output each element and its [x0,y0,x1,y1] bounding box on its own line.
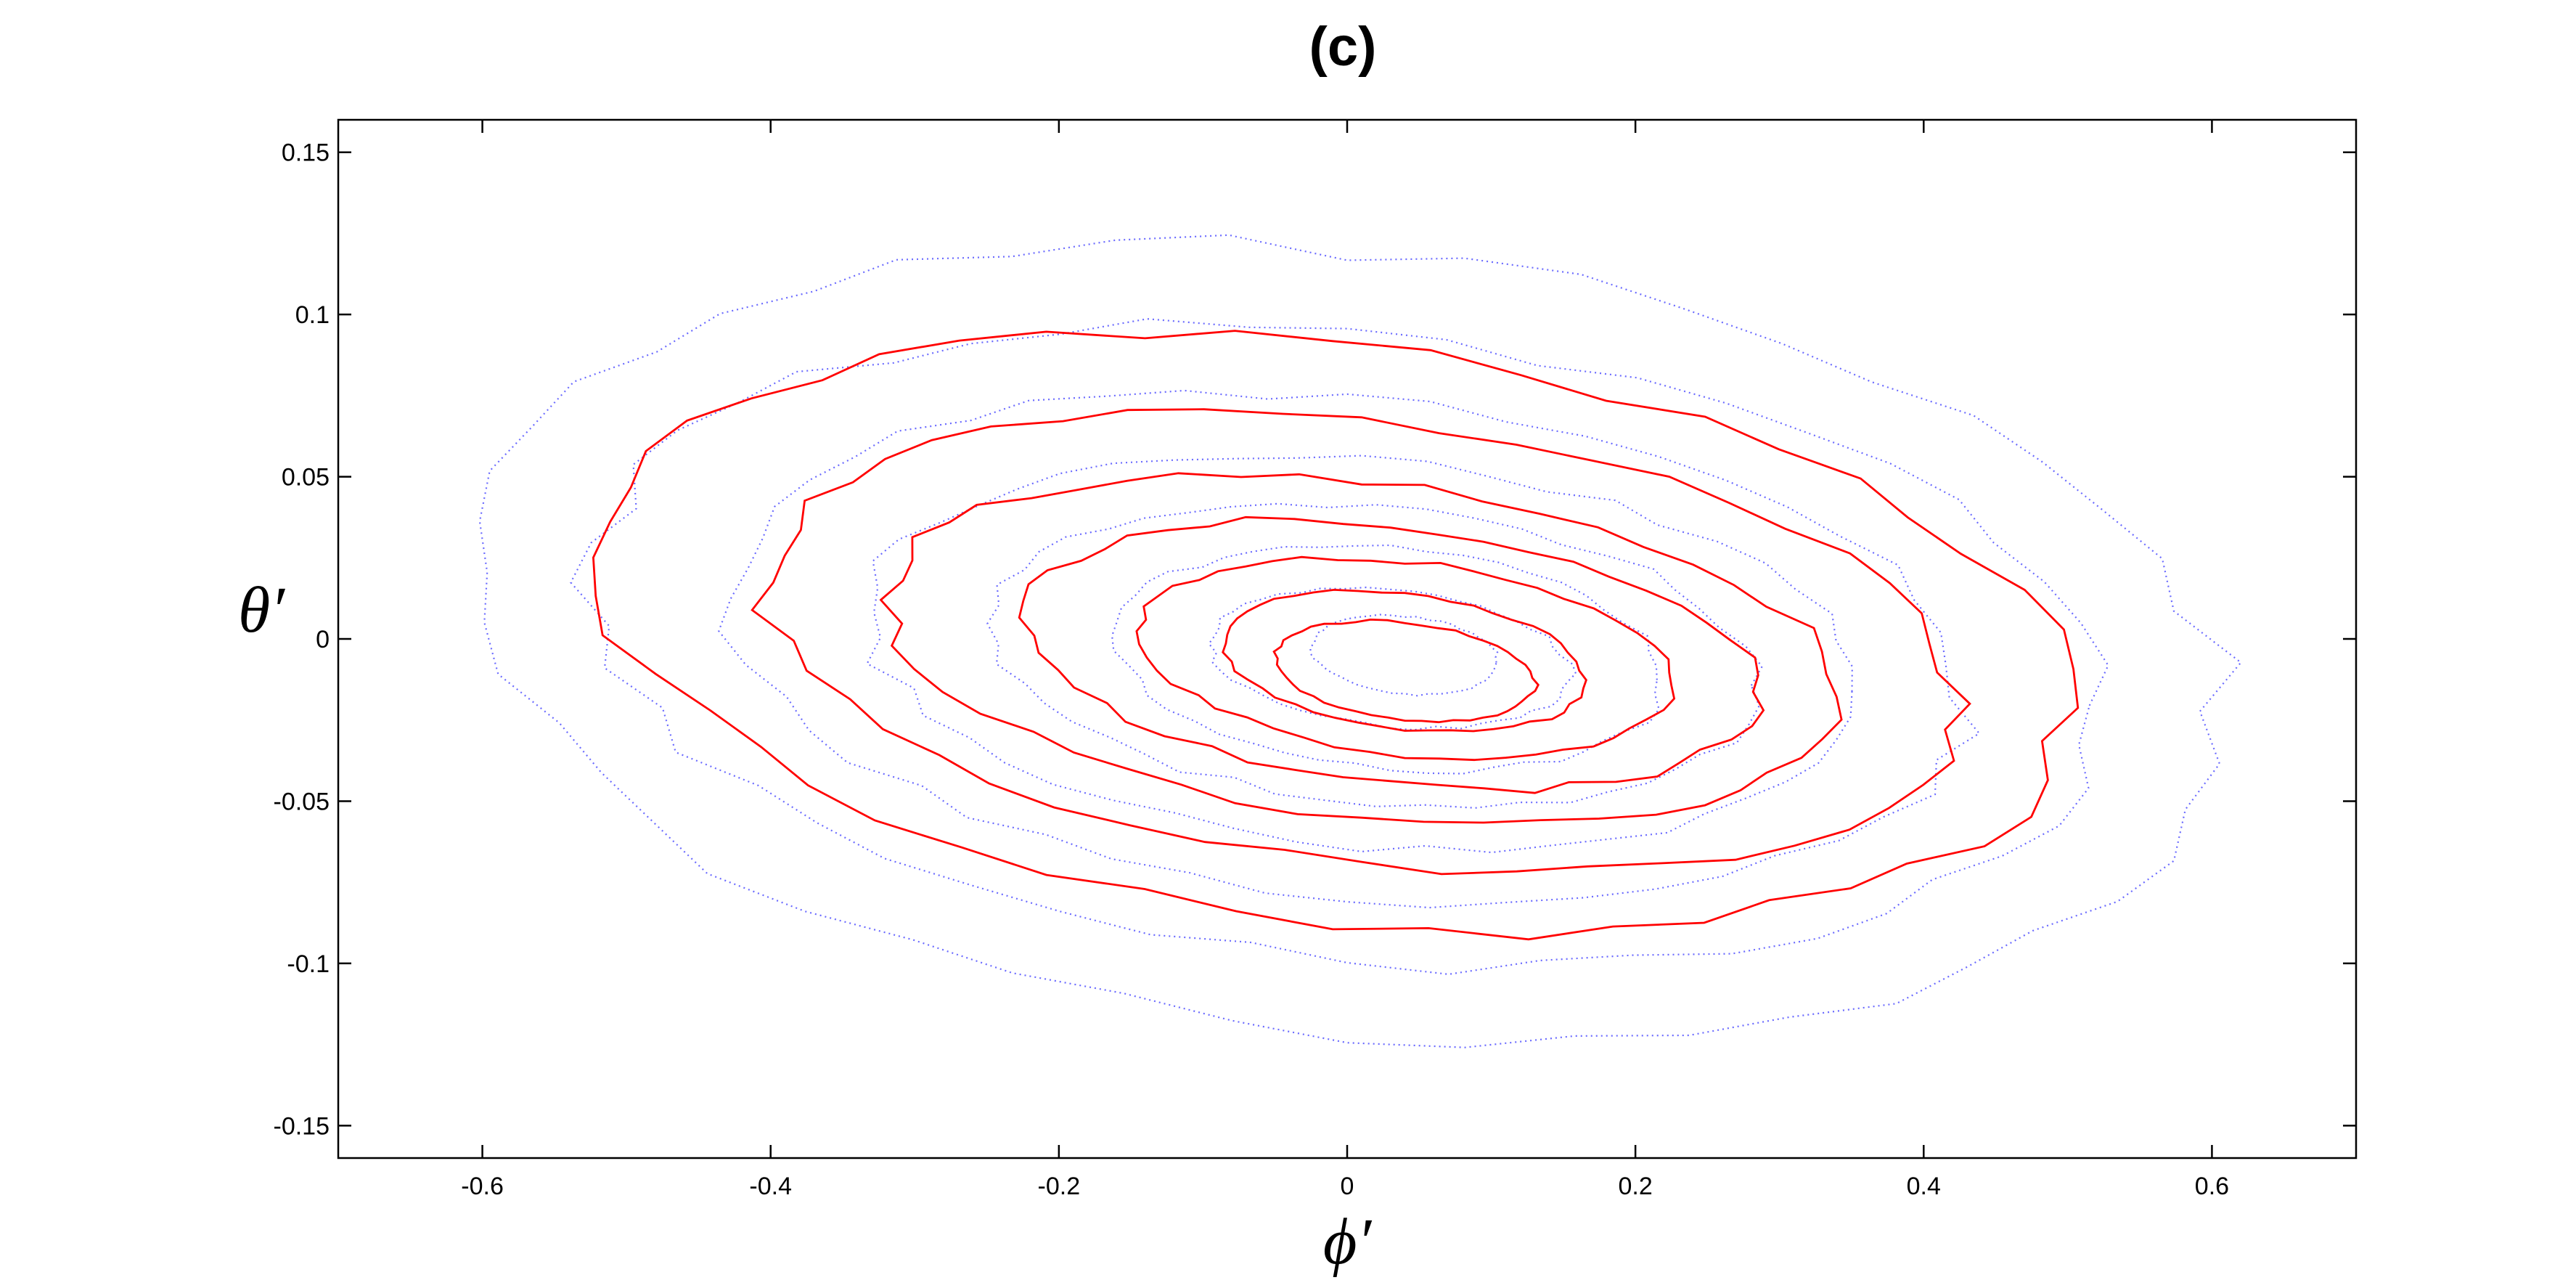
dotted-contour-line [1208,586,1577,731]
x-axis-ticks: -0.6 -0.4 -0.2 0 0.2 0.4 0.6 [461,120,2229,1200]
dotted-contour-line [866,455,1853,854]
y-tick-label: 0.1 [295,301,330,329]
x-tick-label: -0.4 [749,1173,792,1200]
dotted-contour-line [1309,614,1499,697]
y-tick-label: 0 [316,626,330,653]
solid-contour-line [592,330,2080,941]
y-axis-label: θ′ [238,574,285,646]
x-tick-label: -0.2 [1038,1173,1081,1200]
dotted-contour-line [986,502,1763,809]
x-tick-label: 0.4 [1907,1173,1941,1200]
chart-title: (c) [1309,16,1377,78]
y-tick-label: 0.05 [282,464,330,492]
y-tick-label: -0.05 [274,788,330,815]
dotted-contour-line [1111,544,1660,775]
contour-layer [478,234,2242,1048]
y-axis-ticks: -0.15 -0.1 -0.05 0 0.05 0.1 0.15 [274,139,2356,1140]
solid-contour-line [1135,555,1676,762]
plot-frame [337,118,2358,1159]
solid-contour-line [1222,588,1587,733]
x-tick-label: -0.6 [461,1173,504,1200]
solid-contour-line [1018,515,1765,794]
x-tick-label: 0.6 [2195,1173,2229,1200]
y-tick-label: -0.15 [274,1112,330,1140]
x-tick-label: 0.2 [1619,1173,1653,1200]
solid-contour-line [1272,618,1540,724]
dotted-contour-line [478,234,2242,1048]
solid-contour-line [879,472,1843,824]
y-tick-label: -0.1 [287,950,330,978]
dotted-contour-line [570,318,2109,976]
y-tick-label: 0.15 [282,139,330,167]
solid-contour-line [751,408,1971,876]
x-axis-label: ϕ′ [1323,1206,1373,1278]
x-tick-label: 0 [1341,1173,1354,1200]
